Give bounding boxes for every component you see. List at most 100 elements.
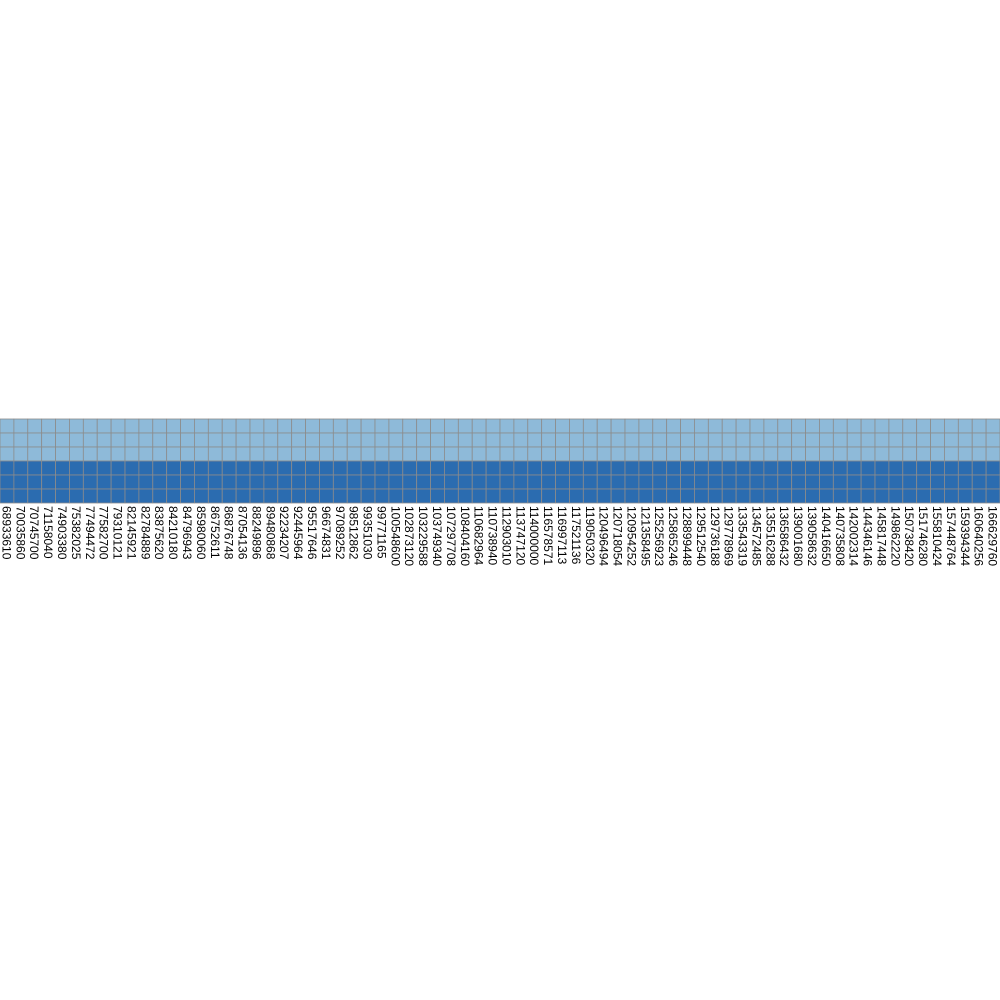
heatmap-cell (819, 446, 834, 462)
heatmap-cell (971, 474, 987, 490)
heatmap-cell (263, 460, 279, 476)
heatmap-cell (55, 488, 70, 504)
heatmap-cell (110, 418, 126, 434)
heatmap-cell (277, 446, 293, 462)
heatmap-cell (291, 460, 306, 476)
heatmap-cell (902, 446, 918, 462)
heatmap-cell (791, 488, 806, 504)
heatmap-cell (13, 488, 29, 504)
heatmap-cell (860, 446, 876, 462)
heatmap-cell (499, 418, 515, 434)
heatmap-cell (596, 432, 612, 448)
heatmap-cell (555, 460, 570, 476)
x-tick-label: 110682964 (472, 506, 486, 566)
x-tick-label: 113747120 (513, 506, 527, 566)
heatmap-cell (235, 418, 251, 434)
heatmap-cell (902, 432, 918, 448)
heatmap-cell (707, 432, 723, 448)
heatmap-cell (916, 418, 931, 434)
x-tick-label: 79310121 (111, 506, 125, 560)
heatmap-cell (735, 432, 751, 448)
heatmap-cell (332, 460, 348, 476)
heatmap-cell (680, 460, 695, 476)
heatmap-cell (832, 432, 848, 448)
heatmap-cell (930, 446, 945, 462)
x-tick-label: 129512540 (694, 506, 708, 566)
heatmap-cell (166, 474, 181, 490)
heatmap-cell (319, 446, 334, 462)
heatmap-cell (485, 432, 501, 448)
x-tick-label: 92234207 (277, 506, 291, 560)
heatmap-cell (666, 418, 681, 434)
heatmap-cell (888, 488, 904, 504)
heatmap-cell (694, 460, 709, 476)
heatmap-cell (180, 474, 195, 490)
x-tick-label: 136586432 (777, 506, 791, 566)
heatmap-cell (457, 446, 473, 462)
heatmap-cell (180, 418, 195, 434)
heatmap-cell (194, 446, 209, 462)
heatmap-cell (124, 418, 140, 434)
heatmap-cell (374, 446, 390, 462)
heatmap-cell (194, 488, 209, 504)
heatmap-cell (846, 488, 862, 504)
x-tick-label: 125256923 (652, 506, 666, 566)
heatmap-cell (666, 474, 681, 490)
heatmap-cell (0, 488, 15, 504)
heatmap-cell (916, 488, 931, 504)
heatmap-cell (582, 474, 598, 490)
heatmap-cell (541, 488, 556, 504)
heatmap-cell (27, 460, 43, 476)
heatmap-cell (332, 488, 348, 504)
heatmap-cell (13, 460, 29, 476)
heatmap-cell (944, 418, 959, 434)
heatmap-cell (805, 432, 820, 448)
x-tick-label: 157448764 (944, 506, 958, 566)
heatmap-cell (527, 474, 543, 490)
x-tick-label: 110738940 (486, 506, 500, 566)
heatmap-cell (96, 432, 112, 448)
x-tick-label: 83875620 (152, 506, 166, 560)
x-tick-label: 85980060 (194, 506, 208, 560)
heatmap-cell (499, 432, 515, 448)
heatmap-cell (874, 418, 890, 434)
heatmap-cell (166, 418, 181, 434)
heatmap-cell (749, 418, 765, 434)
heatmap-cell (652, 418, 668, 434)
x-tick-label: 74903380 (55, 506, 69, 560)
heatmap-cell (680, 488, 695, 504)
heatmap-cell (374, 418, 390, 434)
heatmap-cell (235, 488, 251, 504)
heatmap-cell (888, 474, 904, 490)
heatmap-cell (416, 460, 431, 476)
heatmap-cell (388, 446, 404, 462)
heatmap-cell (694, 418, 709, 434)
heatmap-cell (221, 488, 237, 504)
heatmap-cell (332, 432, 348, 448)
heatmap-cell (471, 446, 487, 462)
heatmap-cell (235, 432, 251, 448)
heatmap-cell (944, 460, 959, 476)
heatmap-cell (0, 432, 15, 448)
heatmap-cell (444, 418, 459, 434)
heatmap-cell (416, 488, 431, 504)
heatmap-cell (124, 432, 140, 448)
heatmap-cell (207, 446, 223, 462)
heatmap-cell (930, 460, 945, 476)
heatmap-cell (638, 474, 654, 490)
heatmap-cell (735, 488, 751, 504)
heatmap-cell (902, 474, 918, 490)
heatmap-cell (596, 446, 612, 462)
heatmap-cell (555, 446, 570, 462)
heatmap-cell (555, 432, 570, 448)
x-tick-label: 125865246 (666, 506, 680, 566)
heatmap-cell (652, 460, 668, 476)
x-tick-label: 89480868 (263, 506, 277, 560)
heatmap-cell (263, 488, 279, 504)
heatmap-cell (819, 432, 834, 448)
heatmap-cell (124, 446, 140, 462)
heatmap-cell (610, 432, 626, 448)
heatmap-cell (457, 418, 473, 434)
heatmap-cell (346, 418, 362, 434)
heatmap-cell (166, 460, 181, 476)
